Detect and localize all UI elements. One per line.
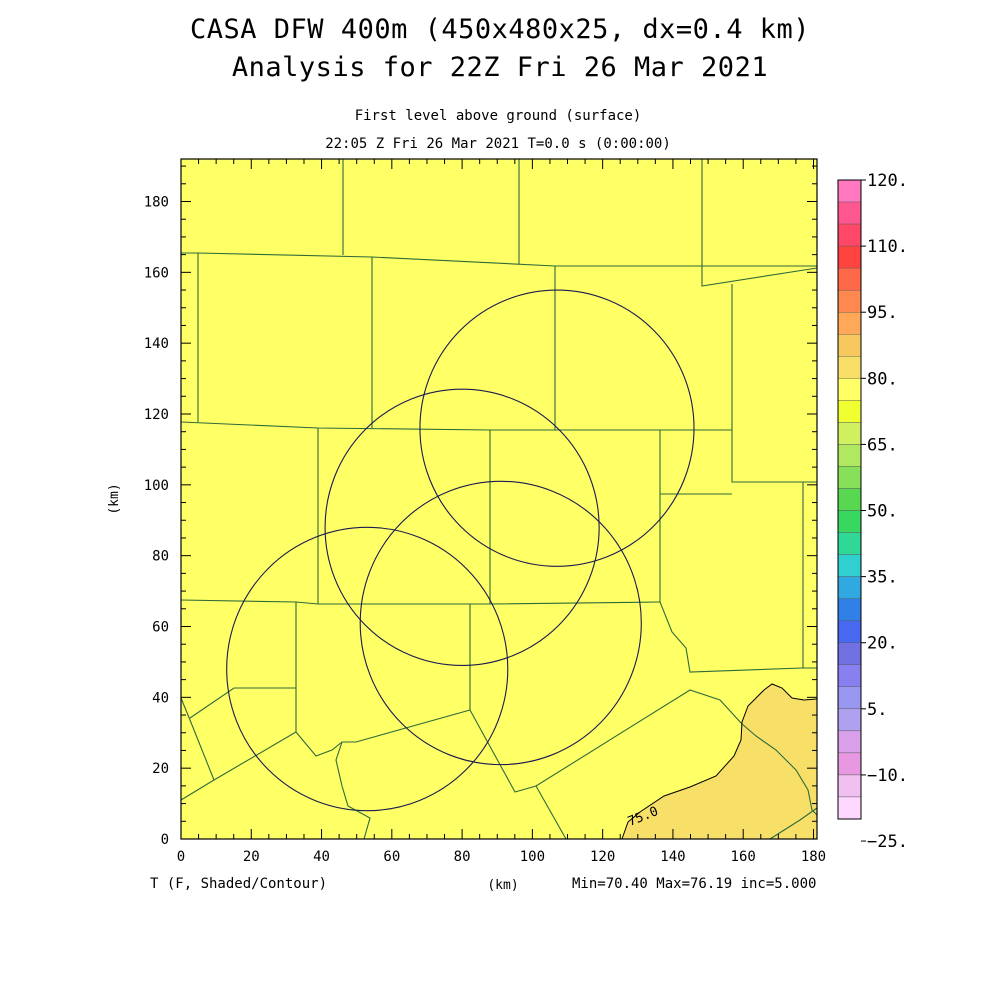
colorbar-swatch <box>837 334 862 357</box>
colorbar-swatch <box>837 312 862 335</box>
colorbar-label: 20. <box>867 634 898 654</box>
colorbar-swatch <box>837 267 862 291</box>
x-tick-label: 180 <box>801 849 826 865</box>
field-stats: Min=70.40 Max=76.19 inc=5.000 <box>572 876 817 892</box>
colorbar-label: 80. <box>867 369 898 389</box>
colorbar-swatch <box>837 686 862 710</box>
x-axis-ticks: 0 20 40 60 80 100 120 140 160 180 <box>177 159 826 865</box>
colorbar-label: 50. <box>867 502 898 522</box>
colorbar-swatch <box>837 466 862 489</box>
colorbar-swatch <box>837 510 862 533</box>
colorbar-swatch <box>837 620 862 643</box>
colorbar-label: −10. <box>867 766 908 786</box>
colorbar-swatch <box>837 554 862 577</box>
y-tick-label: 120 <box>144 407 169 423</box>
x-tick-label: 0 <box>177 849 185 865</box>
radar-ring-3 <box>359 480 642 766</box>
plot-frame <box>180 158 818 840</box>
chart-title-line1: CASA DFW 400m (450x480x25, dx=0.4 km) <box>190 14 810 45</box>
colorbar-swatch <box>837 642 862 665</box>
y-tick-label: 140 <box>144 336 169 352</box>
x-axis-unit: (km) <box>487 878 518 893</box>
colorbar-swatch <box>837 488 862 511</box>
temperature-contour-line <box>621 683 818 840</box>
x-tick-label: 20 <box>243 849 260 865</box>
colorbar-swatch <box>837 708 862 732</box>
colorbar-swatch <box>837 289 862 313</box>
y-tick-label: 0 <box>161 832 169 848</box>
y-axis-unit: (km) <box>107 483 122 514</box>
colorbar-swatch <box>837 664 862 687</box>
radar-ring-4 <box>226 526 509 812</box>
x-tick-label: 160 <box>731 849 756 865</box>
colorbar-frame <box>837 179 862 820</box>
field-label: T (F, Shaded/Contour) <box>150 876 328 892</box>
colorbar-swatch <box>837 532 862 555</box>
county-boundaries <box>180 159 818 840</box>
colorbar-label: 5. <box>867 700 887 720</box>
colorbar-swatch <box>837 201 862 225</box>
colorbar-swatch <box>837 774 862 798</box>
colorbar-swatch <box>837 730 862 754</box>
y-tick-label: 100 <box>144 478 169 494</box>
x-tick-label: 120 <box>590 849 615 865</box>
y-tick-label: 80 <box>152 549 169 565</box>
colorbar-label: 35. <box>867 568 898 588</box>
y-tick-label: 40 <box>152 690 169 706</box>
colorbar-swatch <box>837 179 862 203</box>
colorbar-swatch <box>837 796 862 820</box>
radar-ring-1 <box>419 289 695 567</box>
colorbar-swatch <box>837 245 862 269</box>
colorbar-swatch <box>837 422 862 445</box>
level-label: First level above ground (surface) <box>354 108 642 124</box>
colorbar-label: 120. <box>867 171 908 191</box>
colorbar-swatch <box>837 752 862 776</box>
colorbar-label: 65. <box>867 435 898 455</box>
y-tick-label: 160 <box>144 265 169 281</box>
y-tick-label: 60 <box>152 620 169 636</box>
y-tick-label: 180 <box>144 195 169 211</box>
colorbar-swatch <box>837 223 862 247</box>
time-label: 22:05 Z Fri 26 Mar 2021 T=0.0 s (0:00:00… <box>325 136 671 152</box>
colorbar: 120. 110. 95. 80. 65. 50. 35. 20. 5. −10. −25. <box>837 171 908 852</box>
colorbar-swatch <box>837 576 862 599</box>
warm-temperature-region <box>622 684 817 839</box>
colorbar-swatch <box>837 598 862 621</box>
colorbar-label: 95. <box>867 303 898 323</box>
x-tick-label: 140 <box>660 849 685 865</box>
colorbar-swatch <box>837 400 862 423</box>
x-tick-label: 60 <box>383 849 400 865</box>
radar-range-rings <box>226 289 695 812</box>
colorbar-label: 110. <box>867 237 908 257</box>
colorbar-swatch <box>837 444 862 467</box>
y-axis-ticks: 0 20 40 60 80 100 120 140 160 180 <box>144 165 817 848</box>
radar-ring-2 <box>324 388 600 667</box>
temperature-field <box>181 159 817 839</box>
x-tick-label: 40 <box>313 849 330 865</box>
chart-title-line2: Analysis for 22Z Fri 26 Mar 2021 <box>231 52 769 83</box>
x-tick-label: 100 <box>520 849 545 865</box>
colorbar-swatch <box>837 378 862 401</box>
x-tick-label: 80 <box>454 849 471 865</box>
y-tick-label: 20 <box>152 761 169 777</box>
colorbar-label: −25. <box>867 832 908 852</box>
colorbar-swatch <box>837 356 862 379</box>
